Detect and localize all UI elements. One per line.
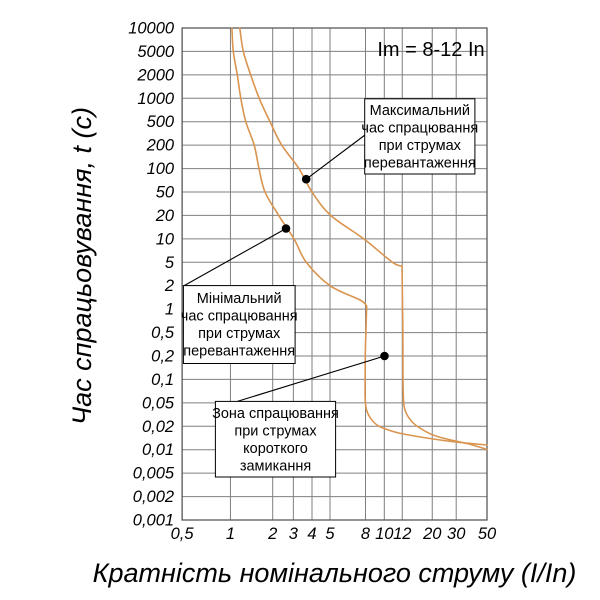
svg-text:1: 1 xyxy=(165,301,174,319)
svg-text:0,005: 0,005 xyxy=(133,465,175,483)
svg-text:замикання: замикання xyxy=(240,458,311,474)
svg-text:12: 12 xyxy=(393,525,411,543)
svg-text:0,05: 0,05 xyxy=(142,394,175,412)
svg-text:перевантаження: перевантаження xyxy=(183,344,295,360)
svg-text:0,5: 0,5 xyxy=(171,525,195,543)
svg-text:1000: 1000 xyxy=(137,90,175,108)
svg-text:100: 100 xyxy=(147,160,175,178)
svg-text:20: 20 xyxy=(155,207,175,225)
svg-text:час спрацювання: час спрацювання xyxy=(361,121,478,137)
svg-text:0,001: 0,001 xyxy=(133,512,174,530)
svg-text:10: 10 xyxy=(156,230,175,248)
svg-text:Час спрацьовування, t (с): Час спрацьовування, t (с) xyxy=(67,107,97,425)
svg-text:Кратність номінального струму: Кратність номінального струму (I/In) xyxy=(93,558,577,588)
svg-text:0,02: 0,02 xyxy=(142,418,174,436)
svg-text:0,2: 0,2 xyxy=(151,348,174,366)
svg-text:8: 8 xyxy=(361,525,371,543)
svg-text:5000: 5000 xyxy=(137,43,175,61)
svg-text:2: 2 xyxy=(164,277,174,295)
svg-text:5: 5 xyxy=(325,525,335,543)
svg-text:0,01: 0,01 xyxy=(142,441,174,459)
svg-text:при струмах: при струмах xyxy=(234,423,317,439)
svg-text:30: 30 xyxy=(447,525,466,543)
svg-text:200: 200 xyxy=(146,137,175,155)
svg-text:0,002: 0,002 xyxy=(133,488,174,506)
svg-text:2: 2 xyxy=(267,525,277,543)
svg-text:Зона спрацювання: Зона спрацювання xyxy=(212,406,339,422)
svg-text:50: 50 xyxy=(156,184,175,202)
svg-text:1: 1 xyxy=(226,525,235,543)
svg-text:0,1: 0,1 xyxy=(151,371,174,389)
svg-text:0,5: 0,5 xyxy=(151,324,175,342)
svg-text:10: 10 xyxy=(375,525,394,543)
svg-text:3: 3 xyxy=(289,525,299,543)
svg-text:перевантаження: перевантаження xyxy=(364,156,476,172)
svg-text:10000: 10000 xyxy=(128,20,175,38)
svg-text:20: 20 xyxy=(422,525,442,543)
svg-text:5: 5 xyxy=(165,254,175,272)
svg-text:при струмах: при струмах xyxy=(379,138,462,154)
svg-text:Мінімальний: Мінімальний xyxy=(197,291,282,307)
svg-text:при струмах: при струмах xyxy=(198,326,281,342)
svg-text:2000: 2000 xyxy=(136,66,175,84)
svg-text:Im = 8-12 In: Im = 8-12 In xyxy=(377,39,484,61)
svg-text:50: 50 xyxy=(478,525,497,543)
svg-text:4: 4 xyxy=(307,525,316,543)
svg-text:Максимальний: Максимальний xyxy=(370,103,470,119)
svg-text:500: 500 xyxy=(147,113,175,131)
svg-text:час спрацювання: час спрацювання xyxy=(181,309,298,325)
svg-text:короткого: короткого xyxy=(243,441,308,457)
